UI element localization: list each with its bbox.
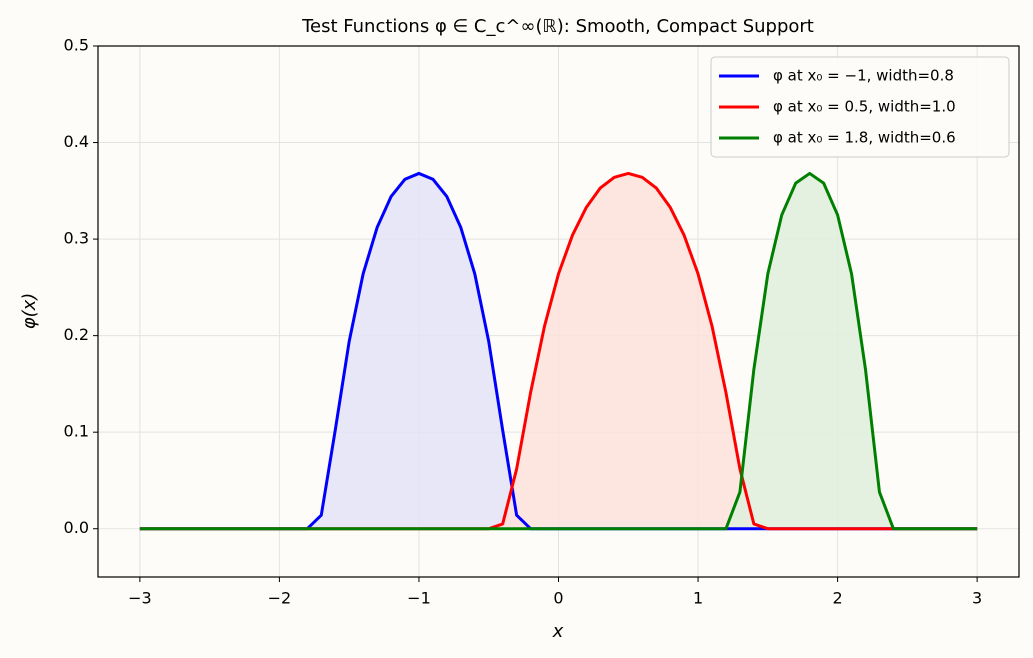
chart-title: Test Functions φ ∈ C_c^∞(ℝ): Smooth, Com… (301, 16, 814, 37)
area-fill (139, 173, 978, 529)
legend-label: φ at x₀ = 1.8, width=0.6 (773, 129, 956, 147)
y-tick-label: 0.5 (64, 36, 89, 55)
line (139, 171, 978, 531)
x-axis-label: x (552, 621, 564, 642)
legend-label: φ at x₀ = −1, width=0.8 (773, 67, 954, 85)
y-tick-label: 0.4 (64, 132, 89, 151)
x-tick-label: −2 (268, 589, 292, 608)
plot-frame (97, 45, 1020, 578)
x-tick-label: 0 (553, 589, 563, 608)
y-tick-label: 0.3 (64, 229, 89, 248)
y-axis-label: φ(x) (19, 293, 40, 330)
y-tick-label: 0.1 (64, 422, 89, 441)
area-fill (139, 173, 978, 529)
y-tick-label: 0.2 (64, 325, 89, 344)
y-tick-label: 0.0 (64, 518, 89, 537)
legend-box (710, 56, 1010, 158)
area-fill (139, 173, 978, 529)
legend: φ at x₀ = −1, width=0.8 φ at x₀ = 0.5, wi… (710, 56, 1010, 158)
x-tick-label: −1 (407, 589, 431, 608)
legend-label: φ at x₀ = 0.5, width=1.0 (773, 98, 956, 116)
x-tick-label: 1 (693, 589, 703, 608)
x-tick-label: 3 (972, 589, 982, 608)
x-tick-label: 2 (832, 589, 842, 608)
x-tick-label: −3 (128, 589, 152, 608)
